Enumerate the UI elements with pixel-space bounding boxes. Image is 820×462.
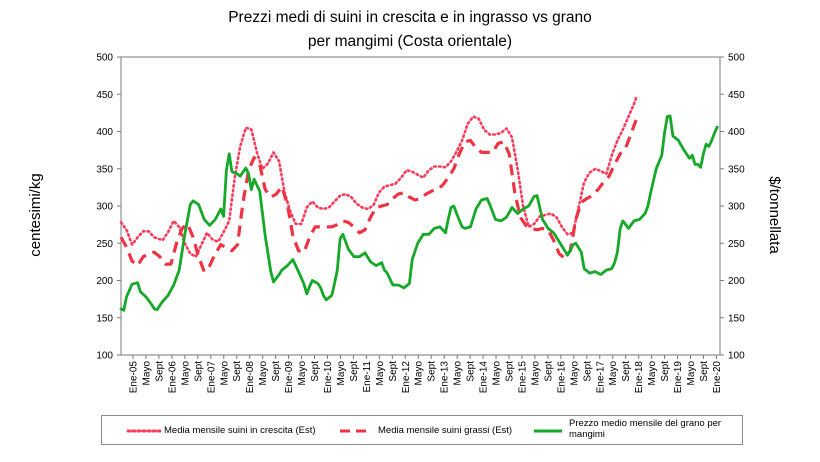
y-right-tick-label: 150 [728,313,745,324]
x-tick-label: Ene-11 [362,361,373,393]
series-line-feed-grain [119,114,719,312]
x-tick-label: Sept [310,361,321,382]
series-line-grass-pigs [119,117,639,274]
x-tick-label: Sept [427,361,438,382]
y-left-tick-label: 500 [96,53,113,64]
x-tick-label: Ene-18 [634,361,645,394]
legend: Media mensile suini in crescita (Est) Me… [101,415,743,445]
plot-frame [120,56,721,356]
y-left-tick-label: 350 [96,164,113,175]
y-left-tick-label: 450 [96,90,113,101]
y-left-tick-label: 300 [96,202,113,213]
chart-title: Prezzi medi di suini in crescita e in in… [150,6,670,54]
y-right-tick-label: 200 [728,276,745,287]
y-left-tick-label: 150 [96,313,113,324]
x-tick-label: Sept [699,361,710,382]
x-tick-label: Ene-09 [284,361,295,394]
x-tick-label: Sept [621,361,632,382]
x-tick-label: Ene-06 [167,361,178,394]
x-tick-label: Mayo [141,361,152,386]
x-tick-label: Ene-15 [517,361,528,394]
x-tick-label: Ene-16 [556,361,567,394]
chart-title-line1: Prezzi medi di suini in crescita e in in… [228,9,592,26]
y-left-tick-label: 100 [96,351,113,362]
chart-title-line2: per mangimi (Costa orientale) [307,33,513,50]
x-tick-label: Mayo [569,361,580,386]
x-tick-label: Sept [582,361,593,382]
y-right-tick-label: 500 [728,53,745,64]
x-tick-label: Ene-12 [401,361,412,394]
series-line-feeder-pigs [119,94,639,258]
x-tick-label: Sept [154,361,165,382]
y-right-tick-label: 300 [728,202,745,213]
legend-label-grain: Prezzo medio mensile del grano per mangi… [569,418,722,440]
x-tick-label: Mayo [414,361,425,386]
y-left-tick-label: 200 [96,276,113,287]
x-tick-label: Mayo [492,361,503,386]
y-right-tick-label: 250 [728,239,745,250]
y-right-tick-label: 450 [728,90,745,101]
x-tick-label: Mayo [297,361,308,386]
x-tick-label: Mayo [219,361,230,386]
y-left-tick-label: 250 [96,239,113,250]
x-tick-label: Ene-20 [712,361,723,394]
x-tick-label: Mayo [686,361,697,386]
x-tick-label: Sept [504,361,515,382]
x-tick-label: Sept [193,361,204,382]
x-tick-label: Ene-07 [206,361,217,394]
x-tick-label: Ene-05 [129,361,140,394]
y-right-tick-label: 100 [728,351,745,362]
x-tick-label: Ene-14 [479,361,490,394]
x-tick-label: Mayo [647,361,658,386]
x-tick-label: Ene-17 [595,361,606,394]
y-left-tick-label: 400 [96,127,113,138]
x-tick-label: Mayo [336,361,347,386]
legend-label-feeder: Media mensile suini in crescita (Est) [164,425,316,436]
x-tick-label: Mayo [258,361,269,386]
y-right-tick-label: 400 [728,127,745,138]
x-tick-label: Sept [543,361,554,382]
x-tick-label: Mayo [180,361,191,386]
legend-label-grass: Media mensile suini grassi (Est) [378,425,513,436]
x-tick-label: Mayo [530,361,541,386]
legend-swatches [126,429,562,433]
x-tick-label: Sept [388,361,399,382]
x-tick-label: Ene-13 [440,361,451,394]
x-tick-label: Sept [660,361,671,382]
x-tick-label: Mayo [608,361,619,386]
x-tick-label: Ene-10 [323,361,334,394]
x-tick-label: Ene-08 [245,361,256,394]
x-tick-label: Sept [349,361,360,382]
x-tick-label: Ene-19 [673,361,684,394]
x-tick-label: Sept [232,361,243,382]
x-tick-label: Sept [271,361,282,382]
x-tick-label: Mayo [453,361,464,386]
y-right-tick-label: 350 [728,164,745,175]
x-tick-label: Mayo [375,361,386,386]
x-tick-label: Sept [466,361,477,382]
